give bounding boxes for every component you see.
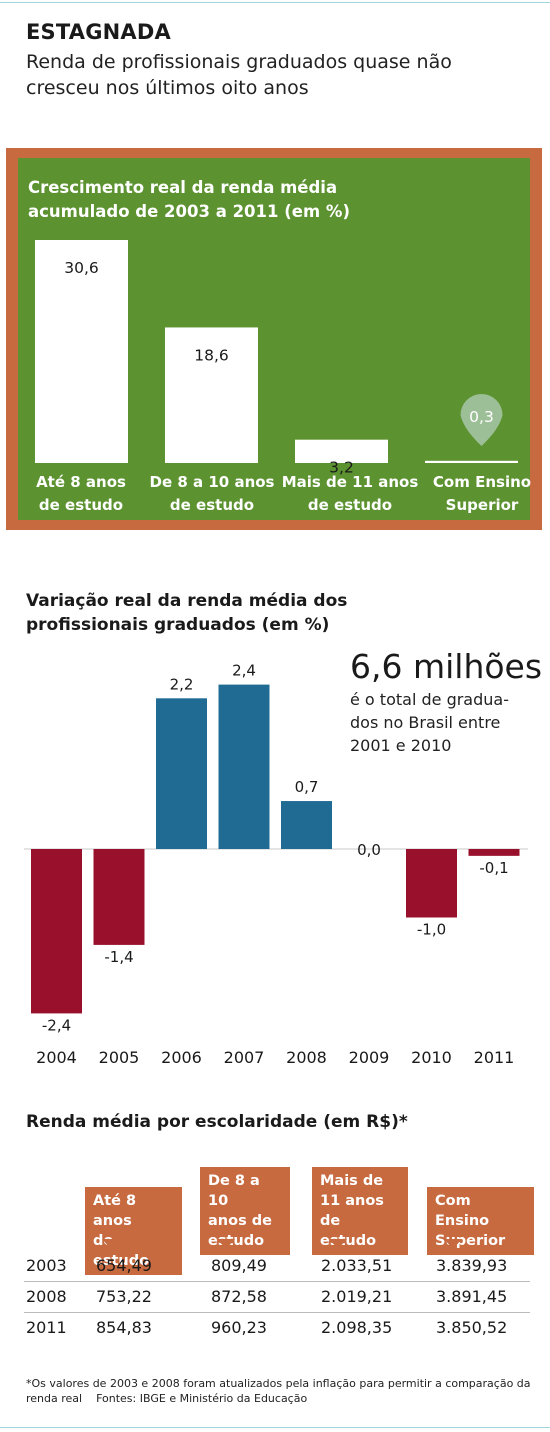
growth-category-label: Superior xyxy=(446,496,519,514)
table-cell: 809,49 xyxy=(211,1256,267,1275)
subheadline: Renda de profissionais graduados quase n… xyxy=(26,51,452,99)
column-header-pointer xyxy=(329,1239,347,1249)
growth-category-label: de estudo xyxy=(39,496,123,514)
growth-category-label: Mais de 11 anos xyxy=(282,473,419,491)
bottom-rule xyxy=(0,1427,550,1428)
growth-value-label: 30,6 xyxy=(64,259,99,277)
variation-bar xyxy=(281,801,332,849)
variation-chart: -2,4 2004 -1,4 2005 2,2 2006 2,4 2007 0,7 2008 0,0… xyxy=(24,662,528,1067)
column-header: Até 8 anos de estudo xyxy=(85,1187,182,1275)
table-row: 2011 854,83 960,23 2.098,35 3.850,52 xyxy=(24,1312,530,1343)
graduates-total-number: 6,6 milhões xyxy=(350,647,543,686)
growth-value-label: 18,6 xyxy=(194,346,229,364)
variation-bar xyxy=(218,684,270,849)
table-cell: 3.850,52 xyxy=(436,1318,508,1337)
variation-value-label: -1,4 xyxy=(104,948,133,966)
table-cell: 960,23 xyxy=(211,1318,267,1337)
table-cell: 2.098,35 xyxy=(321,1318,393,1337)
variation-bar xyxy=(31,849,82,1014)
variation-bar xyxy=(93,849,145,945)
variation-chart-title: Variação real da renda média dos profiss… xyxy=(26,591,348,635)
table-cell: 753,22 xyxy=(96,1287,152,1306)
year-tick-label: 2005 xyxy=(99,1048,140,1067)
year-tick-label: 2008 xyxy=(286,1048,327,1067)
variation-value-label: -0,1 xyxy=(479,859,508,877)
row-year: 2003 xyxy=(26,1256,67,1275)
variation-value-label: -2,4 xyxy=(42,1016,71,1034)
column-header: De 8 a 10 anos de estudo xyxy=(200,1167,290,1255)
table-cell: 654,49 xyxy=(96,1256,152,1275)
table-cell: 854,83 xyxy=(96,1318,152,1337)
row-year: 2008 xyxy=(26,1287,67,1306)
growth-chart: 30,6 Até 8 anos de estudo 18,6 De 8 a 10 ano… xyxy=(35,240,531,514)
growth-value-label: 0,3 xyxy=(469,408,494,426)
table-cell: 2.019,21 xyxy=(321,1287,393,1306)
year-tick-label: 2007 xyxy=(224,1048,265,1067)
growth-bar xyxy=(165,327,258,463)
column-header-pointer xyxy=(217,1239,235,1249)
footnote-note: *Os valores de 2003 e 2008 foram atualiz… xyxy=(26,1377,531,1405)
table-cell: 872,58 xyxy=(211,1287,267,1306)
column-header-line: anos de xyxy=(208,1213,272,1229)
column-header: Mais de 11 anos de estudo xyxy=(312,1167,408,1255)
growth-category-label: Até 8 anos xyxy=(36,473,126,491)
growth-category-label: Com Ensino xyxy=(433,473,531,491)
variation-bar xyxy=(468,849,520,856)
growth-category-label: De 8 a 10 anos xyxy=(150,473,275,491)
footnote: *Os valores de 2003 e 2008 foram atualiz… xyxy=(26,1376,536,1406)
table-cell: 3.891,45 xyxy=(436,1287,508,1306)
table-row: 2003 654,49 809,49 2.033,51 3.839,93 xyxy=(24,1250,530,1281)
year-tick-label: 2009 xyxy=(349,1048,390,1067)
row-divider xyxy=(24,1281,530,1282)
variation-bar xyxy=(156,698,207,849)
variation-value-label: -1,0 xyxy=(417,921,446,939)
growth-bar xyxy=(425,460,518,463)
graduates-total-text: é o total de gradua-dos no Brasil entre … xyxy=(350,690,509,755)
top-rule xyxy=(0,2,550,3)
value-marker-icon xyxy=(460,394,503,446)
growth-bar xyxy=(295,439,388,463)
column-header-line: Até 8 anos xyxy=(93,1193,137,1229)
headline: ESTAGNADA xyxy=(26,20,171,44)
growth-chart-title: Crescimento real da renda média acumulad… xyxy=(28,178,350,221)
column-header-pointer xyxy=(102,1239,120,1249)
column-header-line: Com Ensino xyxy=(435,1193,490,1229)
table-cell: 3.839,93 xyxy=(436,1256,508,1275)
year-tick-label: 2006 xyxy=(161,1048,202,1067)
year-tick-label: 2004 xyxy=(36,1048,77,1067)
column-header-pointer xyxy=(444,1239,462,1249)
variation-bar xyxy=(406,849,457,918)
table-row: 2008 753,22 872,58 2.019,21 3.891,45 xyxy=(24,1281,530,1312)
row-year: 2011 xyxy=(26,1318,67,1337)
variation-value-label: 0,7 xyxy=(295,778,319,796)
footnote-sources: Fontes: IBGE e Ministério da Educação xyxy=(96,1392,308,1405)
column-header-line: 11 anos xyxy=(320,1193,384,1209)
table-cell: 2.033,51 xyxy=(321,1256,393,1275)
growth-bar xyxy=(35,240,128,463)
year-tick-label: 2011 xyxy=(474,1048,515,1067)
variation-value-label: 2,4 xyxy=(232,662,256,680)
growth-category-label: de estudo xyxy=(170,496,254,514)
variation-value-label: 0,0 xyxy=(357,841,381,859)
growth-category-label: de estudo xyxy=(308,496,392,514)
column-header-line: De 8 a 10 xyxy=(208,1173,260,1209)
income-table-title: Renda média por escolaridade (em R$)* xyxy=(26,1112,408,1132)
growth-value-label: 3,2 xyxy=(329,459,354,477)
year-tick-label: 2010 xyxy=(411,1048,452,1067)
row-divider xyxy=(24,1312,530,1313)
variation-value-label: 2,2 xyxy=(170,675,194,693)
column-header-line: Mais de xyxy=(320,1173,384,1189)
